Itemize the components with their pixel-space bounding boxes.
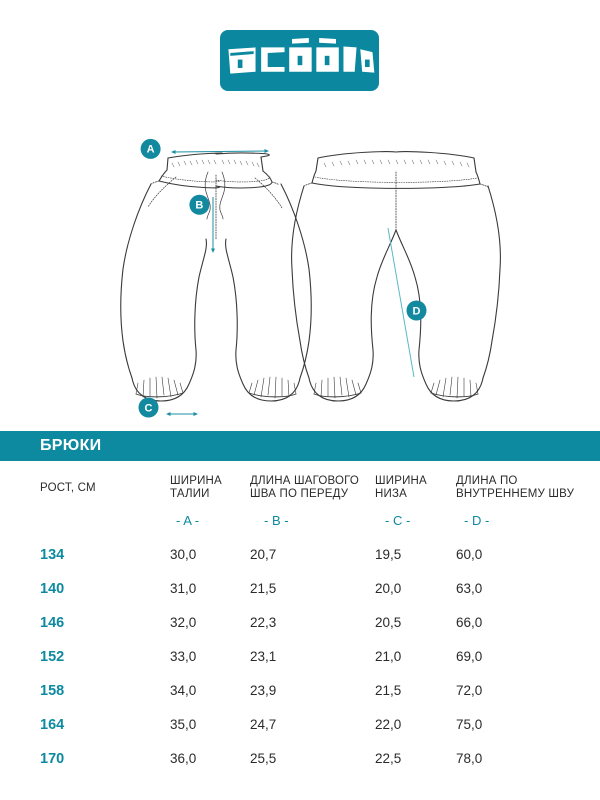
svg-text:C: C [145,402,153,414]
svg-text:A: A [147,144,155,156]
svg-text:D: D [413,305,421,317]
svg-text:B: B [195,200,203,212]
